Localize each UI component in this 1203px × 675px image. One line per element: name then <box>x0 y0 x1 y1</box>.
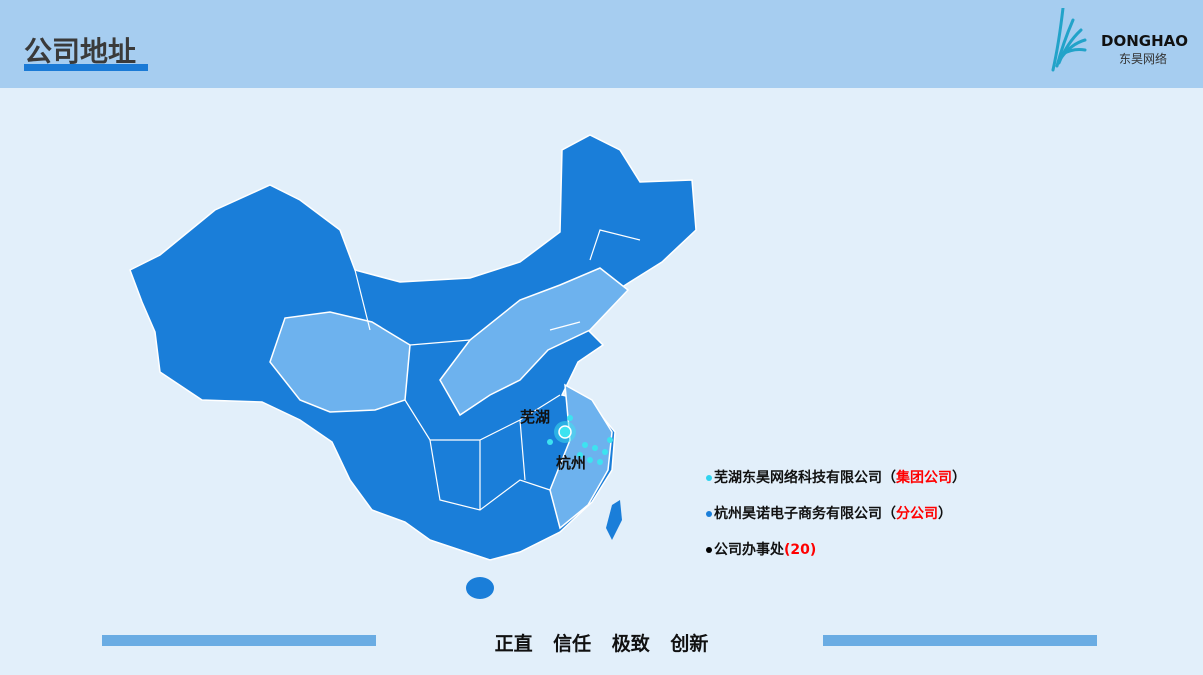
title-underline <box>24 64 148 71</box>
legend-item-offices: 公司办事处(20) <box>706 539 816 559</box>
city-label-wuhu: 芜湖 <box>520 408 551 426</box>
logo-subtitle: 东昊网络 <box>1119 52 1168 66</box>
page-title: 公司地址 <box>24 35 137 68</box>
header <box>0 0 1203 88</box>
motto: 正直 信任 极致 创新 <box>494 633 709 655</box>
taiwan[interactable] <box>606 500 622 540</box>
footer-bar-right <box>823 635 1097 646</box>
logo: DONGHAO 东昊网络 <box>1049 6 1189 73</box>
wuhu-marker[interactable] <box>558 425 572 439</box>
footer-bar-left <box>102 635 376 646</box>
hainan[interactable] <box>466 577 494 599</box>
province-north[interactable] <box>439 267 630 417</box>
legend-tag: (20) <box>784 542 817 558</box>
cyan-dot-icon <box>706 475 712 481</box>
logo-name: DONGHAO <box>1101 32 1188 50</box>
legend-tag: 集团公司 <box>896 470 952 486</box>
legend-item-wuhu: 芜湖东昊网络科技有限公司（集团公司） <box>706 467 966 487</box>
legend-item-hangzhou: 杭州昊诺电子商务有限公司（分公司） <box>706 503 952 523</box>
hangzhou-offices <box>547 415 613 465</box>
legend-text: 杭州昊诺电子商务有限公司（ <box>714 506 896 522</box>
legend-tag: 分公司 <box>896 506 938 522</box>
legend-end: ） <box>952 470 966 486</box>
legend-text: 公司办事处 <box>714 542 784 558</box>
legend-text: 芜湖东昊网络科技有限公司（ <box>714 470 896 486</box>
city-label-hangzhou: 杭州 <box>556 454 587 472</box>
legend-end: ） <box>938 506 952 522</box>
province-borders <box>354 229 641 511</box>
black-dot-icon <box>706 547 712 553</box>
blue-dot-icon <box>706 511 712 517</box>
province-qinghai[interactable] <box>269 311 411 413</box>
china-mainland[interactable] <box>129 134 697 561</box>
logo-feather-icon <box>1051 6 1087 72</box>
